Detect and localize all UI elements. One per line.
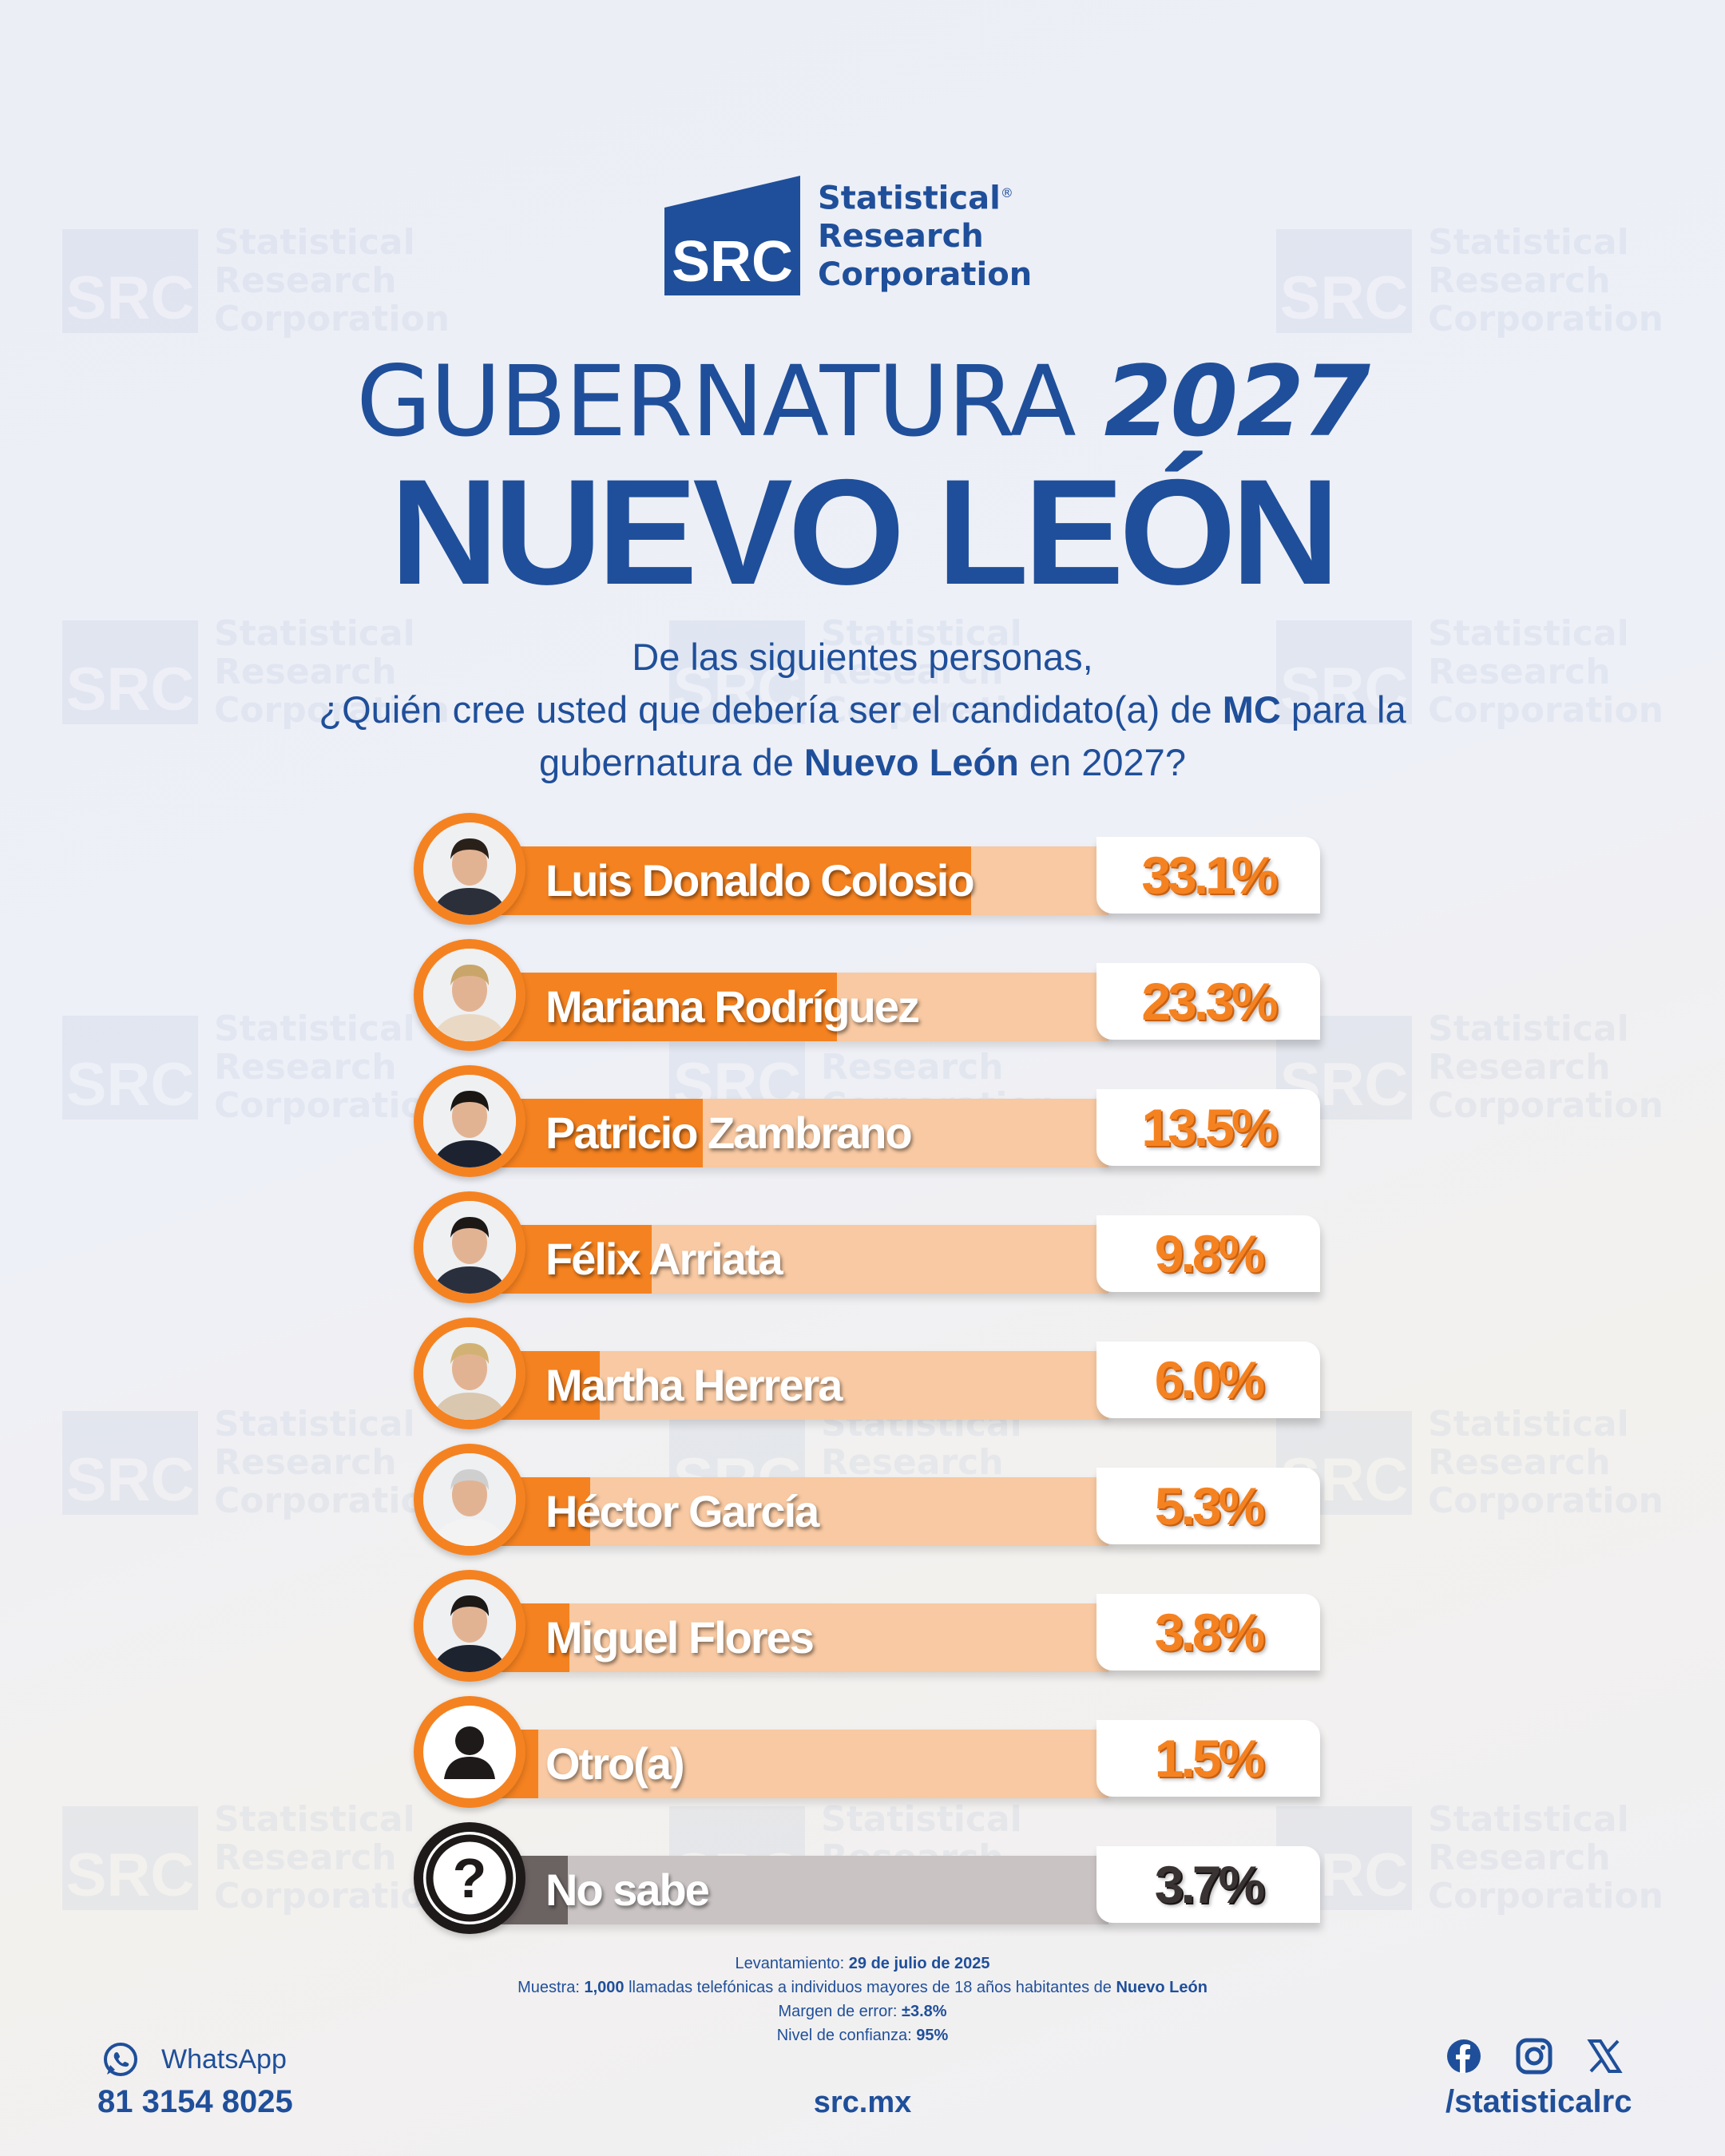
phone-number[interactable]: 81 3154 8025 (97, 2084, 293, 2119)
website-link[interactable]: src.mx (813, 2086, 912, 2119)
category-label: Martha Herrera (545, 1360, 843, 1410)
value-label-box: 9.8% (1096, 1215, 1320, 1292)
question-icon: ? (414, 1822, 525, 1934)
value-label: 5.3% (1154, 1476, 1265, 1536)
chart-row: Mariana Rodríguez 23.3% (414, 939, 1320, 1051)
instagram-icon[interactable] (1516, 2038, 1552, 2075)
candidate-avatar (414, 939, 525, 1051)
social-icons (1445, 2038, 1623, 2075)
svg-text:?: ? (453, 1847, 487, 1909)
value-label: 33.1% (1141, 846, 1278, 905)
candidate-avatar (414, 1065, 525, 1177)
bar-track (486, 1477, 1108, 1546)
chart-row: No sabe 3.7%? (414, 1822, 1320, 1934)
value-label-box: 5.3% (1096, 1468, 1320, 1544)
value-label-box: 1.5% (1096, 1720, 1320, 1797)
candidate-avatar (414, 1318, 525, 1429)
sample-note: Muestra: 1,000 llamadas telefónicas a in… (518, 1979, 1208, 1996)
value-label-box: 33.1% (1096, 837, 1320, 914)
chart-row: Martha Herrera 6.0% (414, 1318, 1320, 1429)
src-logo-mark: SRC (664, 176, 800, 296)
whatsapp-icon (104, 2043, 137, 2076)
survey-date-note: Levantamiento: 29 de julio de 2025 (735, 1955, 990, 1972)
value-label-box: 3.7% (1096, 1846, 1320, 1923)
category-label: Mariana Rodríguez (545, 981, 920, 1032)
category-label: Patricio Zambrano (545, 1108, 913, 1158)
bar (486, 973, 837, 1041)
candidate-avatar (414, 813, 525, 925)
social-handle[interactable]: /statisticalrc (1445, 2084, 1632, 2119)
value-label: 3.7% (1154, 1855, 1265, 1914)
chart-row: Félix Arriata 9.8% (414, 1191, 1320, 1303)
state-title: NUEVO LEÓN (390, 448, 1339, 616)
title-part1: GUBERNATURA (355, 345, 1077, 458)
category-label: Luis Donaldo Colosio (545, 855, 975, 906)
title-year: 2027 (1104, 345, 1370, 458)
whatsapp-label: WhatsApp (161, 2043, 287, 2075)
category-label: Héctor García (545, 1486, 819, 1536)
value-label: 23.3% (1141, 972, 1278, 1031)
brand-name: Statistical® Research Corporation (818, 180, 1033, 294)
value-label-box: 6.0% (1096, 1342, 1320, 1418)
survey-question: De las siguientes personas, ¿Quién cree … (319, 636, 1406, 783)
category-label: Miguel Flores (545, 1612, 815, 1663)
bar-track (486, 846, 1108, 915)
value-label-box: 3.8% (1096, 1594, 1320, 1671)
chart-row: Miguel Flores 3.8% (414, 1570, 1320, 1682)
value-label: 3.8% (1154, 1603, 1265, 1662)
bar-track (486, 973, 1108, 1041)
confidence-note: Nivel de confianza: 95% (776, 2027, 949, 2044)
person-icon (414, 1696, 525, 1808)
value-label-box: 23.3% (1096, 963, 1320, 1040)
chart-row: Otro(a) 1.5% (414, 1696, 1320, 1808)
bar-track (486, 1730, 1108, 1798)
logo-abbr: SRC (672, 230, 793, 294)
chart-row: Héctor García 5.3% (414, 1444, 1320, 1556)
candidate-avatar (414, 1191, 525, 1303)
category-label: Otro(a) (545, 1738, 685, 1789)
x-icon[interactable] (1586, 2038, 1623, 2075)
chart-row: Patricio Zambrano 13.5% (414, 1065, 1320, 1177)
page-title: GUBERNATURA 2027 (0, 345, 1725, 458)
whatsapp-contact[interactable]: WhatsApp (102, 2041, 287, 2078)
value-label: 9.8% (1154, 1224, 1265, 1283)
category-label: No sabe (545, 1865, 710, 1915)
bar-track (486, 1351, 1108, 1420)
chart-row: Luis Donaldo Colosio 33.1% (414, 813, 1320, 925)
margin-note: Margen de error: ±3.8% (778, 2003, 947, 2020)
candidate-avatar (414, 1444, 525, 1556)
value-label: 1.5% (1154, 1729, 1265, 1788)
facebook-icon[interactable] (1445, 2038, 1482, 2075)
value-label: 13.5% (1141, 1098, 1278, 1157)
category-label: Félix Arriata (545, 1234, 783, 1284)
candidate-avatar (414, 1570, 525, 1682)
brand-logo: SRC Statistical® Research Corporation (664, 174, 1033, 296)
value-label-box: 13.5% (1096, 1089, 1320, 1166)
bar (486, 846, 971, 915)
value-label: 6.0% (1154, 1350, 1265, 1409)
